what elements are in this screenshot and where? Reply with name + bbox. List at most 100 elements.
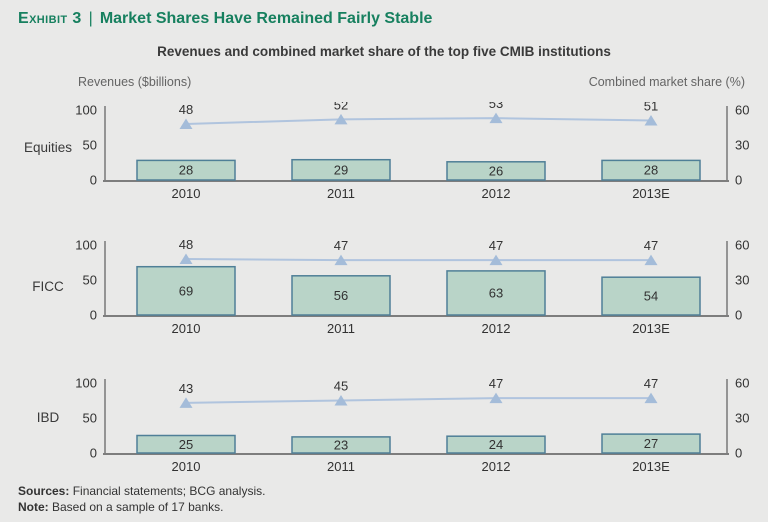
x-tick-label: 2011	[327, 321, 355, 336]
triangle-marker-icon	[179, 253, 193, 264]
left-axis-tick-label: 50	[83, 273, 97, 288]
market-share-line	[185, 117, 652, 125]
sources-text: Financial statements; BCG analysis.	[69, 484, 266, 498]
revenue-bar	[291, 436, 391, 454]
right-axis-tick-label: 0	[735, 173, 742, 188]
right-axis-tick-label: 60	[735, 103, 749, 118]
right-axis-tick-label: 30	[735, 138, 749, 153]
triangle-marker-icon	[489, 254, 503, 266]
x-tick-label: 2012	[482, 186, 511, 201]
note-text: Based on a sample of 17 banks.	[48, 500, 224, 514]
share-value-label: 48	[179, 102, 193, 117]
right-axis-tick-label: 60	[735, 238, 749, 253]
x-tick-label: 2010	[172, 186, 201, 201]
x-tick-label: 2010	[172, 459, 201, 474]
triangle-marker-icon	[179, 118, 193, 129]
bar-value-label: 69	[179, 283, 193, 298]
page-title: Market Shares Have Remained Fairly Stabl…	[99, 10, 433, 27]
x-tick-label: 2013E	[632, 459, 670, 474]
revenue-bar	[136, 434, 236, 454]
footer-notes: Sources: Financial statements; BCG analy…	[18, 483, 265, 515]
bar-value-label: 26	[489, 163, 503, 178]
panel-ibd: 100 50 0 60 30 0 25 23 24 27 43 45 47 47 2010 2011 2012 2…	[0, 375, 768, 483]
triangle-marker-icon	[489, 112, 503, 124]
x-tick-label: 2013E	[632, 186, 670, 201]
triangle-marker-icon	[489, 392, 503, 404]
chart-panel-svg: 100 50 0 60 30 0 25 23 24 27 43 45 47 47 2010 2011 2012 2…	[75, 376, 749, 475]
panel-equities: 100 50 0 60 30 0 28 29 26 28 48 52 53 51 2010 2011 2012 2…	[0, 96, 768, 210]
left-axis-tick-label: 0	[90, 446, 97, 461]
left-axis-tick-label: 0	[90, 308, 97, 323]
bar-value-label: 28	[644, 163, 658, 178]
x-tick-label: 2013E	[632, 321, 670, 336]
right-axis-tick-label: 0	[735, 308, 742, 323]
bar-value-label: 25	[179, 437, 193, 452]
triangle-marker-icon	[644, 254, 658, 266]
triangle-marker-icon	[179, 397, 193, 408]
bar-value-label: 56	[334, 288, 348, 303]
chart-subtitle: Revenues and combined market share of th…	[157, 44, 611, 59]
revenue-bar	[446, 435, 546, 454]
share-value-label: 45	[334, 379, 348, 394]
left-axis-tick-label: 0	[90, 173, 97, 188]
share-value-label: 51	[644, 102, 658, 114]
row-label-ficc: FICC	[32, 279, 64, 294]
chart-panel-svg: 100 50 0 60 30 0 69 56 63 54 48 47 47 47 2010 2011 2012 2…	[75, 237, 749, 336]
revenue-bar	[291, 158, 391, 181]
market-share-line	[185, 397, 651, 404]
bar-value-label: 54	[644, 289, 658, 304]
revenue-bar	[446, 270, 546, 316]
title-separator: |	[88, 10, 93, 27]
chart-panel-svg: 100 50 0 60 30 0 28 29 26 28 48 52 53 51 2010 2011 2012 2…	[75, 96, 749, 201]
x-tick-label: 2011	[327, 459, 355, 474]
row-label-ibd: IBD	[36, 410, 60, 425]
triangle-marker-icon	[334, 113, 348, 125]
right-axis-tick-label: 0	[735, 446, 742, 461]
triangle-marker-icon	[644, 392, 658, 404]
panel-ficc: 100 50 0 60 30 0 69 56 63 54 48 47 47 47 2010 2011 2012 2…	[0, 237, 768, 345]
share-value-label: 47	[334, 238, 348, 253]
right-axis-title: Combined market share (%)	[588, 75, 745, 89]
exhibit-number-label: Exhibit 3	[18, 10, 82, 27]
x-tick-label: 2012	[482, 321, 511, 336]
bar-value-label: 27	[644, 436, 658, 451]
triangle-marker-icon	[644, 115, 658, 126]
bar-value-label: 28	[179, 163, 193, 178]
bar-value-label: 24	[489, 437, 503, 452]
bar-value-label: 23	[334, 437, 348, 452]
revenue-bar	[136, 265, 236, 316]
revenue-bar	[601, 159, 701, 181]
right-axis-tick-label: 30	[735, 273, 749, 288]
triangle-marker-icon	[334, 395, 348, 406]
share-value-label: 48	[179, 237, 193, 252]
revenue-bar	[446, 161, 546, 181]
note-label: Note:	[18, 500, 49, 514]
revenue-bar	[291, 275, 391, 316]
note-line: Note: Based on a sample of 17 banks.	[18, 499, 265, 515]
left-axis-tick-label: 100	[75, 238, 97, 253]
left-axis-title: Revenues ($billions)	[78, 75, 192, 89]
right-axis-tick-label: 30	[735, 411, 749, 426]
share-value-label: 47	[644, 238, 658, 253]
revenue-bar	[601, 276, 701, 316]
sources-line: Sources: Financial statements; BCG analy…	[18, 483, 265, 499]
share-value-label: 47	[489, 376, 503, 391]
x-tick-label: 2010	[172, 321, 201, 336]
share-value-label: 53	[489, 102, 503, 111]
row-label-equities: Equities	[23, 140, 73, 155]
market-share-line	[185, 258, 651, 262]
left-axis-tick-label: 100	[75, 376, 97, 391]
left-axis-tick-label: 100	[75, 103, 97, 118]
share-value-label: 52	[334, 102, 348, 112]
share-value-label: 47	[644, 376, 658, 391]
left-axis-tick-label: 50	[83, 138, 97, 153]
right-axis-tick-label: 60	[735, 376, 749, 391]
share-value-label: 47	[489, 238, 503, 253]
left-axis-tick-label: 50	[83, 411, 97, 426]
revenue-bar	[601, 433, 701, 454]
share-value-label: 43	[179, 381, 193, 396]
x-tick-label: 2011	[327, 186, 355, 201]
x-tick-label: 2012	[482, 459, 511, 474]
triangle-marker-icon	[334, 254, 348, 266]
